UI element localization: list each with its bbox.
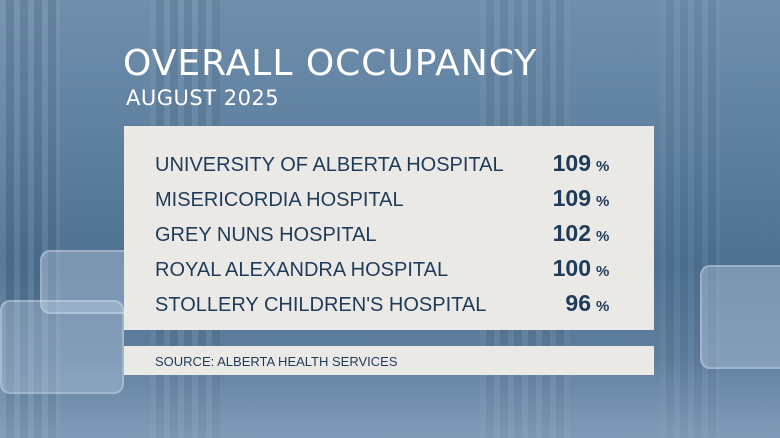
percent-unit: % bbox=[596, 298, 610, 315]
table-row: GREY NUNS HOSPITAL 102 % bbox=[155, 216, 610, 254]
occupancy-value: 102 % bbox=[552, 216, 610, 254]
source-text: SOURCE: ALBERTA HEALTH SERVICES bbox=[155, 354, 398, 369]
occupancy-value: 96 % bbox=[565, 286, 610, 324]
source-footer: SOURCE: ALBERTA HEALTH SERVICES bbox=[124, 346, 654, 375]
table-row: ROYAL ALEXANDRA HOSPITAL 100 % bbox=[155, 251, 610, 289]
percent-unit: % bbox=[596, 158, 610, 175]
hospital-name: STOLLERY CHILDREN'S HOSPITAL bbox=[155, 294, 487, 316]
page-title: OVERALL OCCUPANCY bbox=[123, 43, 538, 84]
percent-unit: % bbox=[596, 228, 610, 245]
percent-unit: % bbox=[596, 263, 610, 280]
page-subtitle: AUGUST 2025 bbox=[126, 86, 280, 110]
occupancy-number: 100 bbox=[552, 255, 591, 281]
occupancy-value: 109 % bbox=[552, 146, 610, 184]
curtain-decoration bbox=[0, 0, 60, 438]
table-row: MISERICORDIA HOSPITAL 109 % bbox=[155, 181, 610, 219]
hospital-bed-decoration bbox=[0, 300, 124, 394]
hospital-name: GREY NUNS HOSPITAL bbox=[155, 224, 377, 246]
occupancy-table: UNIVERSITY OF ALBERTA HOSPITAL 109 % MIS… bbox=[124, 126, 654, 330]
hospital-name: UNIVERSITY OF ALBERTA HOSPITAL bbox=[155, 154, 504, 176]
curtain-decoration bbox=[660, 0, 720, 438]
table-row: UNIVERSITY OF ALBERTA HOSPITAL 109 % bbox=[155, 146, 610, 184]
occupancy-number: 96 bbox=[565, 290, 591, 316]
occupancy-number: 109 bbox=[552, 185, 591, 211]
occupancy-value: 109 % bbox=[552, 181, 610, 219]
hospital-bed-decoration bbox=[700, 265, 780, 369]
occupancy-number: 102 bbox=[552, 220, 591, 246]
occupancy-value: 100 % bbox=[552, 251, 610, 289]
hospital-name: MISERICORDIA HOSPITAL bbox=[155, 189, 404, 211]
hospital-name: ROYAL ALEXANDRA HOSPITAL bbox=[155, 259, 449, 281]
percent-unit: % bbox=[596, 193, 610, 210]
table-row: STOLLERY CHILDREN'S HOSPITAL 96 % bbox=[155, 286, 610, 324]
occupancy-number: 109 bbox=[552, 150, 591, 176]
